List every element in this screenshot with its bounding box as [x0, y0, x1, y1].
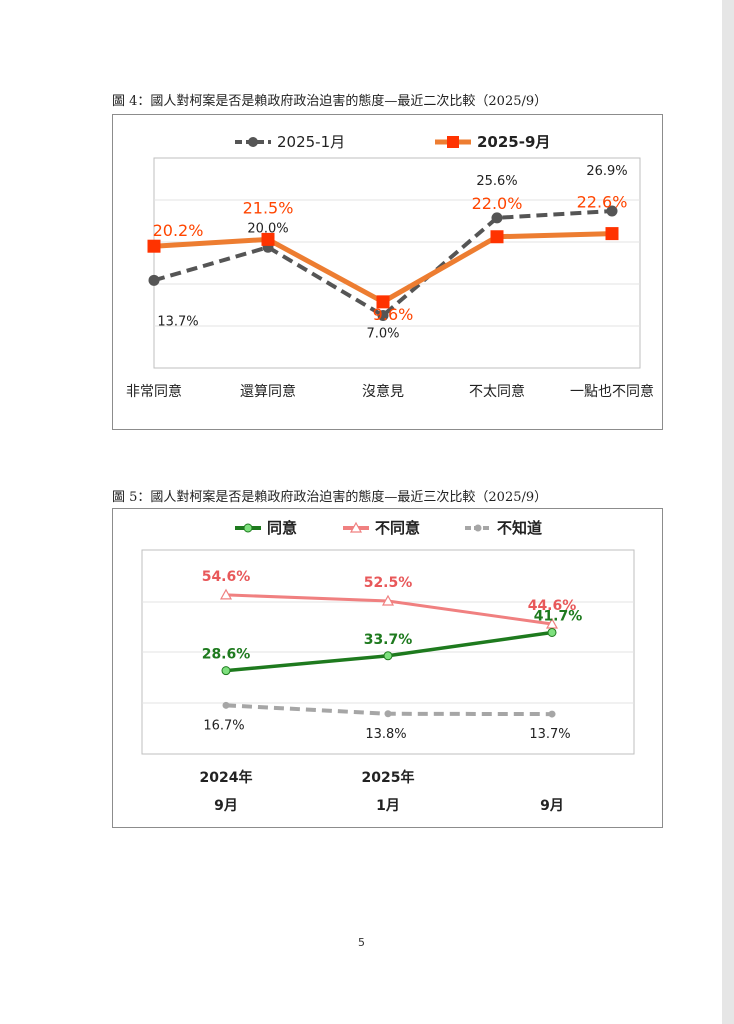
x-tick-label-year: 2024年	[200, 769, 253, 786]
x-tick-label: 不太同意	[469, 383, 525, 400]
data-point-2025-sep	[605, 227, 619, 241]
figure5-caption: 圖 5：國人對柯案是否是賴政府政治迫害的態度—最近三次比較（2025/9）	[112, 490, 548, 505]
data-point-2025-sep	[376, 295, 390, 309]
data-point-agree	[221, 666, 231, 676]
figure5-legend-disagree: 不同意	[341, 517, 420, 538]
legend-label: 2025-9月	[477, 133, 551, 151]
figure4-legend-2025-jan: 2025-1月	[233, 131, 345, 152]
data-point-unknown	[548, 710, 556, 718]
figure4-frame: 2025-1月 2025-9月	[112, 114, 663, 430]
figure4-legend-2025-sep: 2025-9月	[433, 131, 550, 152]
data-point-2025-sep	[261, 232, 275, 246]
x-tick-label: 沒意見	[362, 383, 404, 400]
legend-line-icon	[235, 523, 261, 532]
data-point-2025-jan	[377, 310, 389, 321]
x-tick-label-month: 1月	[376, 798, 400, 814]
data-point-unknown	[222, 701, 230, 709]
data-label-2025-jan: 20.0%	[247, 221, 288, 236]
figure5-legend-unknown: 不知道	[463, 517, 542, 538]
data-label-2025-sep: 21.5%	[243, 198, 294, 217]
page-edge	[722, 0, 734, 1024]
legend-line-icon	[465, 524, 491, 531]
legend-label: 2025-1月	[277, 133, 346, 151]
data-label-unknown: 16.7%	[203, 718, 244, 733]
data-label-2025-jan: 7.0%	[366, 327, 399, 342]
legend-line-icon	[435, 135, 471, 148]
data-point-2025-sep	[147, 239, 161, 253]
data-point-agree	[383, 651, 393, 661]
data-point-2025-jan	[491, 212, 503, 224]
legend-label: 不同意	[375, 519, 421, 537]
data-label-2025-jan: 25.6%	[476, 174, 517, 189]
data-label-2025-sep: 22.6%	[577, 193, 628, 212]
legend-line-icon	[235, 136, 271, 147]
data-label-disagree: 54.6%	[202, 569, 251, 585]
figure5-legend-agree: 同意	[233, 517, 297, 538]
data-point-2025-sep	[490, 230, 504, 244]
x-tick-label: 非常同意	[126, 383, 182, 400]
x-tick-label-month: 9月	[214, 798, 238, 814]
data-label-2025-sep: 20.2%	[153, 221, 204, 240]
figure5-frame: 同意 不同意 不知道	[112, 508, 663, 828]
legend-label: 同意	[267, 519, 298, 537]
data-label-unknown: 13.7%	[529, 727, 570, 742]
figure4-caption: 圖 4：國人對柯案是否是賴政府政治迫害的態度—最近二次比較（2025/9）	[112, 94, 548, 109]
data-label-2025-jan: 26.9%	[586, 164, 627, 179]
data-point-disagree	[381, 594, 395, 606]
legend-line-icon	[343, 521, 369, 533]
data-label-agree: 28.6%	[202, 647, 251, 663]
plot-area	[153, 157, 641, 369]
data-label-agree: 33.7%	[364, 632, 413, 648]
data-point-2025-jan	[606, 205, 618, 217]
data-label-2025-sep: 9.6%	[373, 305, 414, 324]
data-point-agree	[547, 627, 557, 637]
page-number: 5	[358, 936, 365, 949]
data-label-2025-jan: 13.7%	[157, 314, 198, 329]
data-label-disagree: 44.6%	[528, 598, 577, 614]
data-label-disagree: 52.5%	[364, 575, 413, 591]
data-label-agree: 41.7%	[534, 608, 583, 624]
legend-label: 不知道	[497, 519, 543, 537]
x-tick-label: 還算同意	[240, 383, 296, 400]
x-tick-label: 一點也不同意	[570, 383, 654, 400]
x-tick-label-year: 2025年	[362, 769, 415, 786]
data-point-unknown	[384, 710, 392, 718]
x-tick-label-month: 9月	[540, 798, 564, 814]
data-label-unknown: 13.8%	[365, 727, 406, 742]
data-point-2025-jan	[148, 274, 160, 286]
data-point-disagree	[219, 588, 233, 600]
data-label-2025-sep: 22.0%	[472, 194, 523, 213]
